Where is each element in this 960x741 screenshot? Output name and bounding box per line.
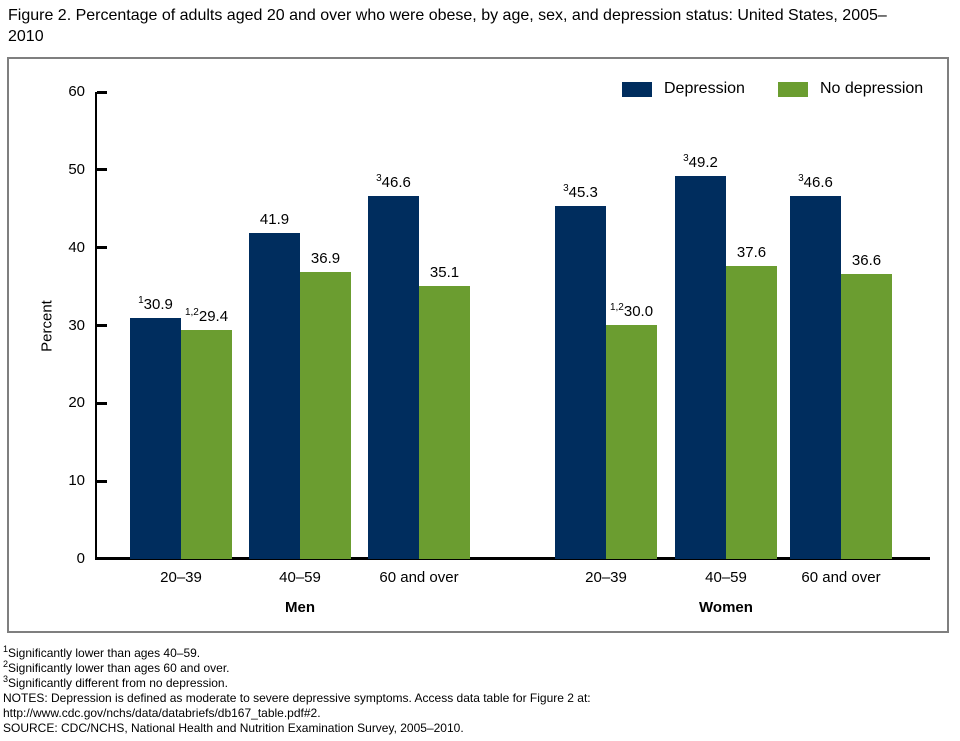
y-tick-mark xyxy=(97,90,107,94)
bar-value-label: 1,230.0 xyxy=(609,302,654,321)
y-tick-label: 60 xyxy=(68,83,85,100)
legend-label-depression: Depression xyxy=(664,80,745,97)
footnote-line: 1Significantly lower than ages 40–59. xyxy=(3,644,201,661)
bar-value-label: 35.1 xyxy=(429,264,460,281)
y-tick-mark xyxy=(97,246,107,250)
footnotes: 1Significantly lower than ages 40–59. 2Si… xyxy=(3,644,955,736)
bar-no-depression xyxy=(419,286,470,559)
y-tick-label: 0 xyxy=(76,550,85,567)
y-tick-label: 50 xyxy=(68,160,85,178)
x-tick-label: 40–59 xyxy=(279,569,321,586)
bar-depression xyxy=(675,176,726,559)
footnote-line: 2Significantly lower than ages 60 and ov… xyxy=(3,659,230,676)
bar-value-label: 37.6 xyxy=(736,244,767,261)
x-tick-label: 60 and over xyxy=(801,569,881,586)
y-tick-mark xyxy=(97,324,107,327)
bar-no-depression xyxy=(841,274,892,559)
bar-no-depression xyxy=(606,325,657,559)
source-line: SOURCE: CDC/NCHS, National Health and Nu… xyxy=(3,721,464,735)
figure-title: Figure 2. Percentage of adults aged 20 a… xyxy=(8,7,887,45)
bar-value-label: 346.6 xyxy=(798,173,833,192)
bar-value-label: 130.9 xyxy=(138,295,173,314)
bar-no-depression xyxy=(181,330,232,559)
y-tick-label: 10 xyxy=(68,472,85,490)
bar-value-label: 36.9 xyxy=(310,250,341,267)
bar-value-label: 41.9 xyxy=(259,211,290,228)
x-tick-label: 20–39 xyxy=(160,569,202,586)
legend-label-no-depression: No depression xyxy=(820,80,924,97)
plot-area: Percent 0 10 20 30 40 50 60 130.9 41.9 346.6 345.3… xyxy=(39,83,930,616)
y-tick-label: 40 xyxy=(68,238,85,256)
bar-value-label: 345.3 xyxy=(563,183,598,202)
x-tick-label: 20–39 xyxy=(585,569,627,586)
depression-swatch xyxy=(622,81,652,97)
bar-depression xyxy=(130,318,181,559)
legend: Depression No depression xyxy=(9,78,947,100)
y-axis-line xyxy=(95,92,97,559)
bar-depression xyxy=(368,196,419,559)
bar-depression xyxy=(790,196,841,559)
footnote-line: 3Significantly different from no depress… xyxy=(3,674,228,691)
bar-value-label: 1,229.4 xyxy=(184,307,229,326)
chart-frame: Depression No depression Percent 0 10 20 30… xyxy=(7,57,949,633)
bar-depression xyxy=(555,206,606,559)
bar-value-label: 36.6 xyxy=(851,252,882,269)
bar-value-label: 349.2 xyxy=(683,153,718,172)
bar-no-depression xyxy=(726,266,777,559)
y-tick-label: 20 xyxy=(68,394,85,412)
x-tick-label: 60 and over xyxy=(379,569,459,586)
bar-value-label: 346.6 xyxy=(376,173,411,192)
y-tick-mark xyxy=(97,401,107,405)
legend-item-no-depression: No depression xyxy=(778,78,923,100)
x-axis-line xyxy=(95,557,930,560)
bar-depression xyxy=(249,233,300,559)
notes-line: NOTES: Depression is defined as moderate… xyxy=(3,691,591,720)
section-label-men: Men xyxy=(285,599,315,616)
y-tick-mark xyxy=(97,168,107,172)
x-tick-label: 40–59 xyxy=(705,569,747,586)
y-tick-label: 30 xyxy=(68,316,85,334)
bar-no-depression xyxy=(300,272,351,559)
y-tick-mark xyxy=(97,479,107,483)
section-label-women: Women xyxy=(699,599,753,616)
legend-item-depression: Depression xyxy=(622,78,745,100)
no-depression-swatch xyxy=(778,81,808,97)
